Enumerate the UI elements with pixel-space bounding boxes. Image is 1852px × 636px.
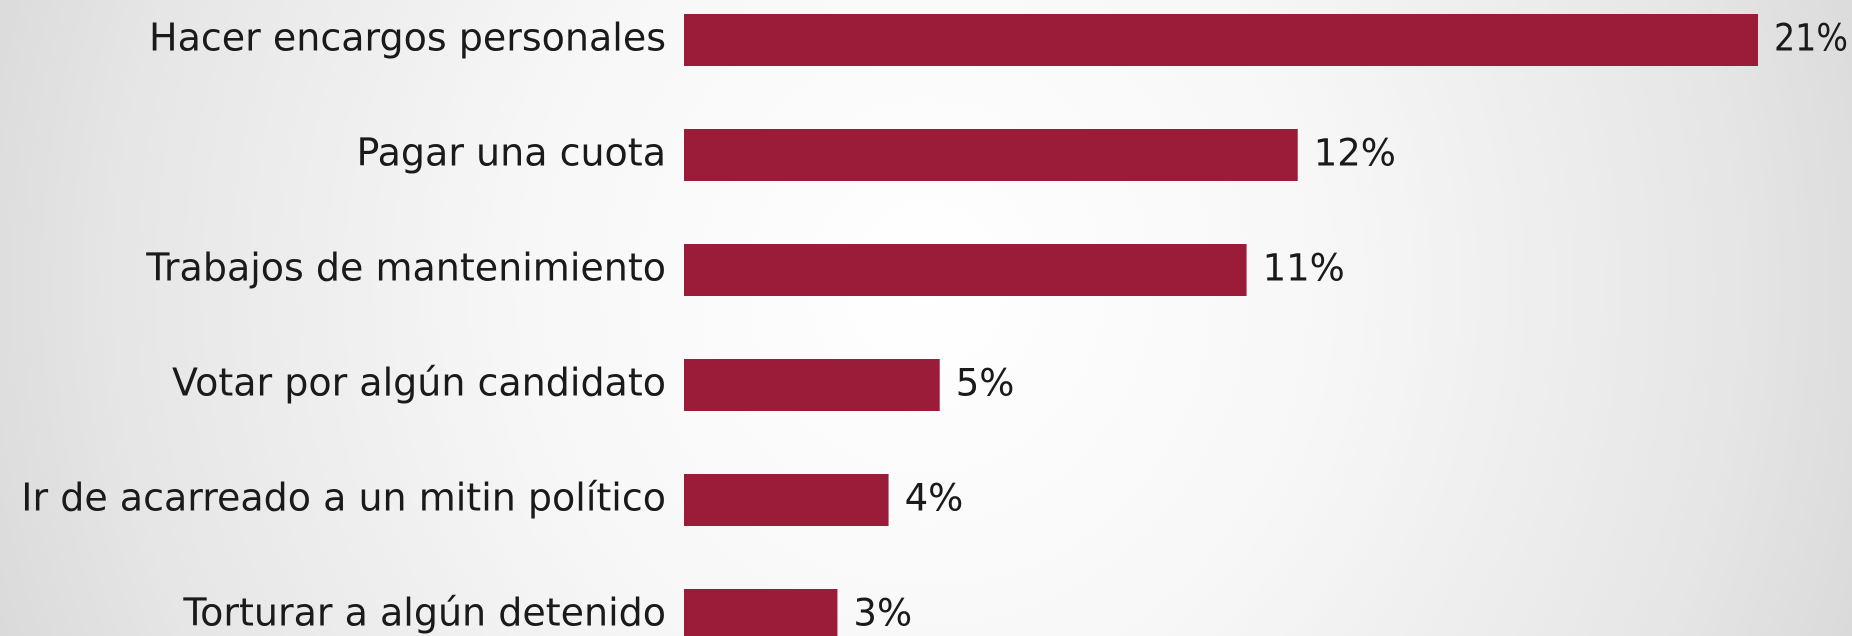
bar-4: [684, 474, 889, 526]
value-label-4: 4%: [905, 477, 964, 520]
category-labels-group: Hacer encargos personales Pagar una cuota…: [21, 16, 666, 635]
value-label-2: 11%: [1263, 247, 1345, 290]
category-label-1: Pagar una cuota: [356, 131, 666, 175]
category-label-3: Votar por algún candidato: [172, 361, 666, 405]
value-labels-group: 21% 12% 11% 5% 4% 3%: [853, 17, 1848, 635]
category-label-2: Trabajos de mantenimiento: [145, 246, 666, 290]
value-label-5: 3%: [853, 592, 912, 635]
bar-5: [684, 589, 838, 636]
category-label-5: Torturar a algún detenido: [182, 591, 666, 635]
value-label-1: 12%: [1314, 132, 1396, 175]
bar-2: [684, 244, 1247, 296]
value-label-3: 5%: [956, 362, 1015, 405]
bar-0: [684, 14, 1758, 66]
bar-1: [684, 129, 1298, 181]
value-label-0: 21%: [1774, 17, 1848, 60]
category-label-4: Ir de acarreado a un mitin político: [21, 476, 666, 520]
bars-group: [684, 14, 1758, 636]
category-label-0: Hacer encargos personales: [149, 16, 666, 60]
bar-3: [684, 359, 940, 411]
